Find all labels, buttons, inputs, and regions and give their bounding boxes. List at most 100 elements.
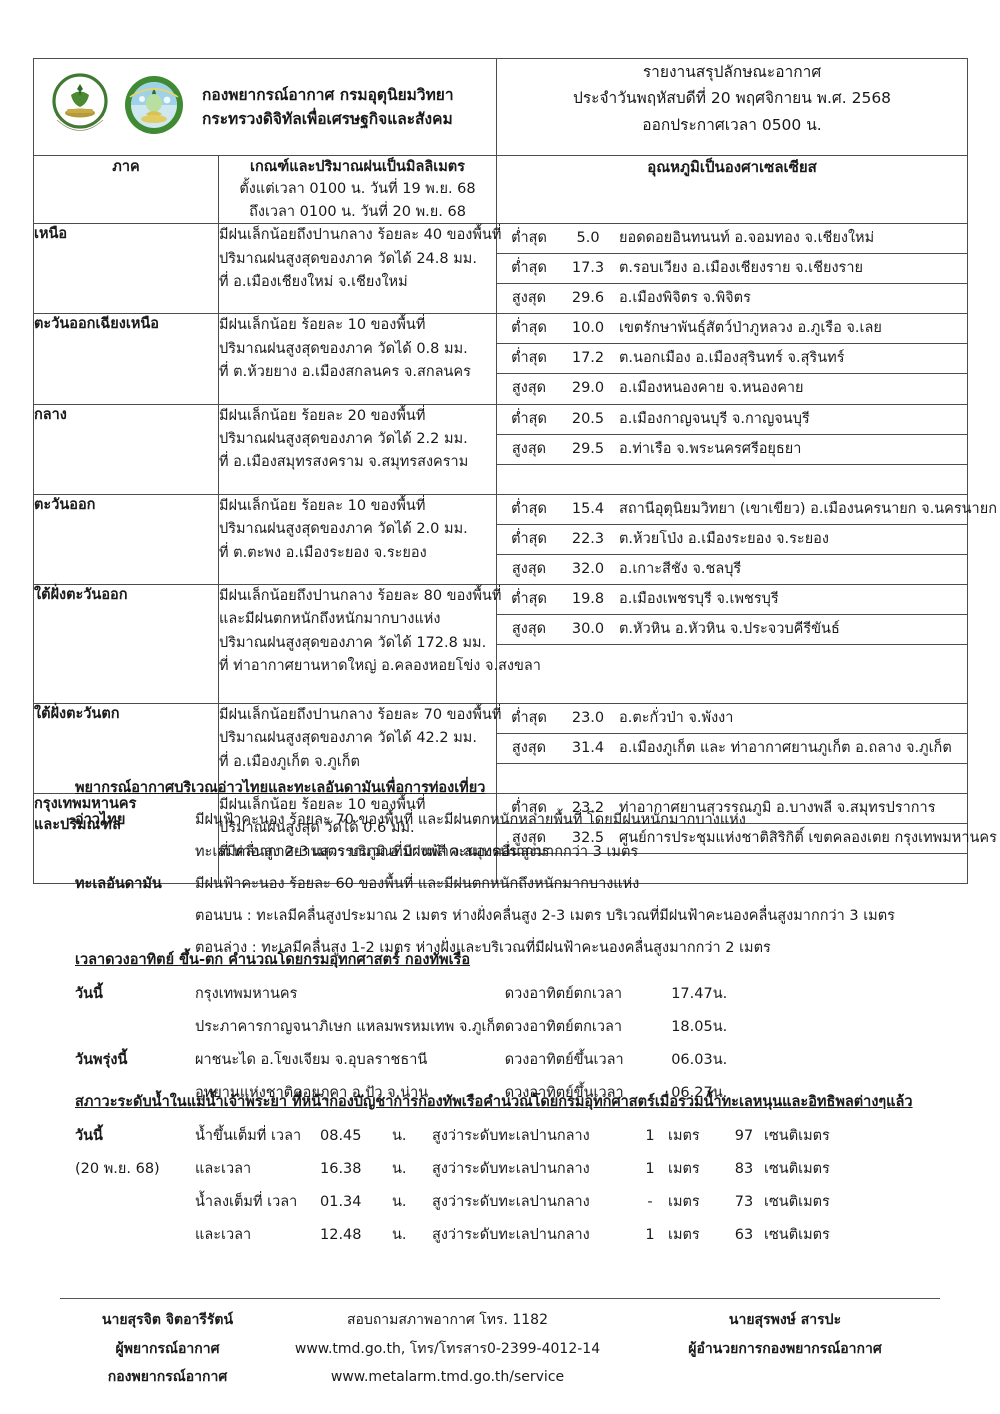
director-role: ผู้อำนวยการกองพยากรณ์อากาศ — [688, 1340, 882, 1357]
sun-place: กรุงเทพมหานคร — [195, 986, 298, 1002]
temperature-spacer-cell — [561, 674, 615, 703]
temperature-table: ต่ำสุด 5.0 ยอดดอยอินทนนท์ อ.จอมทอง จ.เชียง… — [497, 224, 968, 313]
region-rainfall: มีฝนเล็กน้อย ร้อยละ 10 ของพื้นที่ปริมาณฝ… — [217, 792, 550, 884]
region-name: กรุงเทพมหานคร และปริมณฑล — [33, 792, 219, 884]
temperature-spacer-cell — [497, 464, 561, 494]
temperature-type: สูงสุด — [511, 380, 547, 397]
director-name: นายสุรพงษ์ สารปะ — [728, 1312, 842, 1328]
temperature-value: 23.2 — [561, 793, 616, 824]
tide-meters: 1 — [645, 1227, 655, 1243]
tide-meters-unit: เมตร — [668, 1194, 700, 1210]
rainfall-line: ที่ อ.เมืองสมุทรสงคราม จ.สมุทรสงคราม — [219, 454, 469, 471]
sun-time: 17.47 — [671, 986, 713, 1002]
gulf-text-1: มีฝนฟ้าคะนอง ร้อยละ 70 ของพื้นที่ และมีฝ… — [195, 812, 746, 828]
sun-place: ประภาคารกาญจนาภิเษก แหลมพรหมเทพ จ.ภูเก็ต — [195, 1019, 505, 1035]
temperature-value: 23.0 — [561, 703, 616, 734]
tide-meters: 1 — [645, 1128, 655, 1144]
sun-time: 06.03 — [671, 1052, 713, 1068]
sun-row: วันพรุ่งนี้ ผาชนะได อ.โขงเจียม จ.อุบลราช… — [75, 1043, 753, 1076]
region-temperatures: ต่ำสุด 20.5 อ.เมืองกาญจนบุรี จ.กาญจนบุรี สู… — [496, 403, 969, 495]
tide-time-unit: น. — [392, 1227, 407, 1243]
rainfall-line: มีฝนเล็กน้อย ร้อยละ 10 ของพื้นที่ — [219, 497, 426, 514]
sun-unit: น. — [712, 1052, 728, 1068]
tide-event: และเวลา — [195, 1227, 252, 1243]
temperature-location: อ.เมืองกาญจนบุรี จ.กาญจนบุรี — [615, 404, 968, 435]
temperature-location: ต.นอกเมือง อ.เมืองสุรินทร์ จ.สุรินทร์ — [615, 343, 968, 375]
temperature-type: สูงสุด — [497, 434, 562, 465]
contact-service-url[interactable]: www.metalarm.tmd.go.th/service — [330, 1369, 565, 1386]
tide-meters-unit: เมตร — [668, 1161, 700, 1177]
andaman-text-2: ตอนบน : ทะเลมีคลื่นสูงประมาณ 2 เมตร ห่าง… — [195, 908, 895, 924]
temperature-value: 17.3 — [561, 253, 616, 285]
sun-event: ดวงอาทิตย์ขึ้นเวลา — [504, 1085, 624, 1101]
marine-forecast-section: พยากรณ์อากาศบริเวณอ่าวไทยและทะเลอันดามัน… — [75, 776, 965, 959]
rainfall-line: ปริมาณฝนสูงสุดของภาค วัดได้ 24.8 มม. — [219, 250, 477, 267]
river-level-heading: สภาวะระดับน้ำในแม่น้ำเจ้าพระยา ที่หน้ากอ… — [75, 1094, 913, 1110]
temperature-type: ต่ำสุด — [497, 404, 562, 435]
sun-day: วันพรุ่งนี้ — [75, 1052, 128, 1068]
rainfall-line: ที่ ต.ตะพง อ.เมืองระยอง จ.ระยอง — [219, 544, 427, 561]
temperature-type: ต่ำสุด — [497, 793, 562, 824]
rainfall-line: ปริมาณฝนสูงสุด วัดได้ 0.6 มม. — [219, 820, 415, 837]
temperature-value: 22.3 — [561, 524, 616, 555]
contact-website[interactable]: www.tmd.go.th, โทร/โทรสาร0-2399-4012-14 — [294, 1340, 601, 1357]
header-rainfall-from: ตั้งแต่เวลา 0100 น. วันที่ 19 พ.ย. 68 — [239, 181, 476, 198]
table-row: ตะวันออก มีฝนเล็กน้อย ร้อยละ 10 ของพื้นท… — [33, 493, 997, 585]
temperature-type: สูงสุด — [497, 614, 562, 645]
rainfall-line: มีฝนเล็กน้อย ร้อยละ 10 ของพื้นที่ — [219, 796, 426, 813]
rainfall-line: ที่ ต.ห้วยยาง อ.เมืองสกลนคร จ.สกลนคร — [219, 364, 471, 381]
tide-time-unit: น. — [392, 1161, 407, 1177]
sun-event: ดวงอาทิตย์ตกเวลา — [504, 986, 623, 1002]
region-temperatures: ต่ำสุด 15.4 สถานีอุตุนิยมวิทยา (เขาเขียว) … — [496, 493, 997, 585]
region-temperatures: ต่ำสุด 23.0 อ.ตะกั่วป่า จ.พังงา สูงสุด 31.4 อ… — [496, 702, 969, 794]
region-rainfall: มีฝนเล็กน้อย ร้อยละ 10 ของพื้นที่ปริมาณฝ… — [217, 493, 498, 585]
temperature-location: อ.เมืองพิจิตร จ.พิจิตร — [619, 290, 751, 307]
sun-event: ดวงอาทิตย์ตกเวลา — [504, 1019, 623, 1035]
footer-forecaster: นายสุรจิต จิตอารีรัตน์ ผู้พยากรณ์อากาศ ก… — [60, 1306, 275, 1392]
contact-phone: สอบถามสภาพอากาศ โทร. 1182 — [346, 1312, 548, 1328]
temperature-type: ต่ำสุด — [497, 224, 562, 255]
sun-day: วันนี้ — [75, 986, 103, 1002]
tide-time: 16.38 — [320, 1161, 362, 1177]
temperature-row: สูงสุด 29.5 อ.ท่าเรือ จ.พระนครศรีอยุธยา — [497, 434, 968, 465]
temperature-location: ต.รอบเวียง อ.เมืองเชียงราย จ.เชียงราย — [615, 253, 968, 285]
tide-time: 08.45 — [320, 1128, 362, 1144]
org-header-cell: กองพยากรณ์อากาศ กรมอุตุนิยมวิทยา กระทรวง… — [32, 58, 498, 156]
footer-contact: สอบถามสภาพอากาศ โทร. 1182 www.tmd.go.th,… — [275, 1306, 620, 1392]
temperature-value: 17.2 — [561, 343, 616, 375]
tide-reference: สูงว่าระดับทะเลปานกลาง — [432, 1161, 590, 1177]
sun-day — [75, 1010, 195, 1043]
tide-centimeters: 63 — [734, 1227, 754, 1243]
temperature-row: ต่ำสุด 17.3 ต.รอบเวียง อ.เมืองเชียงราย จ.เ… — [497, 253, 968, 285]
sun-row: อุทยานแห่งชาติดอยภูคา อ.ปัว จ.น่าน ดวงอา… — [75, 1076, 753, 1109]
temperature-type: ต่ำสุด — [497, 703, 562, 734]
river-level-body: วันนี้ น้ำขึ้นเต็มที่ เวลา 08.45 น. สูงว… — [75, 1119, 854, 1251]
sun-times-heading: เวลาดวงอาทิตย์ ขึ้น-ตก คำนวณโดยกรมอุทกศา… — [75, 952, 471, 968]
rainfall-line: ปริมาณฝนสูงสุดของภาค วัดได้ 0.8 มม. — [219, 340, 468, 357]
rainfall-line: มีฝนเล็กน้อย ร้อยละ 10 ของพื้นที่ — [219, 317, 426, 334]
temperature-location: ต.ห้วยโป่ง อ.เมืองระยอง จ.ระยอง — [615, 524, 968, 555]
temperature-value: 10.0 — [561, 314, 616, 345]
region-rainfall: มีฝนเล็กน้อยถึงปานกลาง ร้อยละ 80 ของพื้น… — [217, 583, 541, 704]
report-title: รายงานสรุปลักษณะอากาศ — [642, 63, 822, 81]
rainfall-line: ที่ อ.เมืองภูเก็ต จ.ภูเก็ต — [219, 753, 360, 770]
region-name: กลาง — [33, 403, 219, 495]
temperature-spacer-row — [497, 644, 967, 674]
table-row: กรุงเทพมหานคร และปริมณฑล มีฝนเล็กน้อย ร้อ… — [33, 792, 997, 884]
temperature-row: สูงสุด 32.0 อ.เกาะสีชัง จ.ชลบุรี — [497, 554, 967, 584]
sun-times-body: วันนี้ กรุงเทพมหานคร ดวงอาทิตย์ตกเวลา 17… — [75, 977, 753, 1109]
temperature-location: ศูนย์การประชุมแห่งชาติสิริกิติ์ เขตคลองเ… — [615, 823, 997, 854]
temperature-spacer-cell — [561, 464, 615, 494]
region-name-line: กรุงเทพมหานคร — [34, 795, 137, 812]
tide-day: (20 พ.ย. 68) — [75, 1161, 160, 1177]
region-temperatures: ต่ำสุด 23.2 ท่าอากาศยานสุวรรณภูมิ อ.บางพลี… — [496, 792, 997, 884]
sun-unit: น. — [712, 1085, 728, 1101]
forecaster-division: กองพยากรณ์อากาศ — [107, 1369, 228, 1386]
temperature-spacer-row — [497, 464, 967, 494]
tide-reference: สูงว่าระดับทะเลปานกลาง — [432, 1194, 590, 1210]
region-temperatures: ต่ำสุด 5.0 ยอดดอยอินทนนท์ อ.จอมทอง จ.เชียง… — [496, 223, 969, 315]
rainfall-line: ปริมาณฝนสูงสุดของภาค วัดได้ 2.0 มม. — [219, 521, 468, 538]
temperature-location: ท่าอากาศยานสุวรรณภูมิ อ.บางพลี จ.สมุทรปร… — [615, 793, 968, 824]
temperature-table: ต่ำสุด 23.0 อ.ตะกั่วป่า จ.พังงา สูงสุด 31.4 อ… — [497, 703, 968, 793]
